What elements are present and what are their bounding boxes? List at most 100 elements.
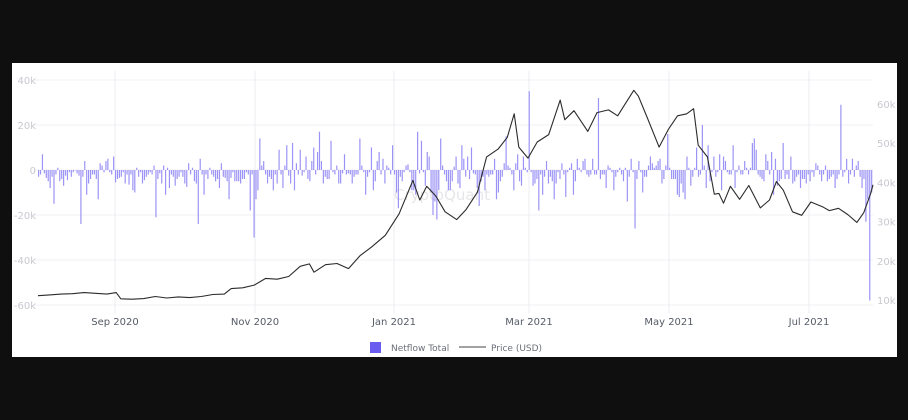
netflow-bar [774, 158, 777, 170]
netflow-bar [505, 136, 507, 170]
netflow-bar [357, 170, 359, 175]
netflow-bar [401, 170, 403, 182]
netflow-bar [139, 170, 142, 173]
netflow-bar [184, 170, 186, 184]
netflow-bar [846, 158, 848, 170]
netflow-bar [193, 170, 196, 182]
netflow-bar [341, 170, 344, 174]
netflow-bar [670, 170, 673, 179]
netflow-bar [388, 167, 390, 170]
netflow-bar [226, 170, 228, 182]
netflow-bar [619, 167, 621, 170]
netflow-bar [313, 147, 315, 170]
netflow-bar [424, 170, 426, 186]
netflow-bar [561, 163, 563, 170]
y-right-tick: 20k [877, 257, 896, 268]
netflow-bar [411, 170, 413, 191]
netflow-bar [661, 170, 663, 184]
netflow-bar [316, 152, 319, 170]
x-tick: Jul 2021 [788, 317, 830, 328]
netflow-bar [343, 154, 346, 170]
netflow-bar [624, 167, 626, 170]
netflow-bar [89, 170, 92, 179]
netflow-bar [207, 170, 209, 179]
netflow-bar [178, 170, 180, 177]
y-right-tick: 10k [877, 296, 896, 307]
netflow-bar [634, 170, 636, 229]
netflow-bar [265, 170, 267, 175]
netflow-bar [213, 170, 215, 177]
netflow-bar [763, 170, 765, 182]
netflow-legend-swatch[interactable] [370, 342, 381, 353]
netflow-bar [103, 170, 105, 173]
netflow-bar [332, 170, 334, 173]
netflow-bar [630, 158, 632, 170]
netflow-bar [147, 170, 149, 175]
netflow-bar [819, 170, 821, 175]
netflow-bar [320, 161, 323, 170]
netflow-bar [742, 170, 744, 175]
netflow-bar [97, 170, 99, 200]
netflow-bar [717, 170, 719, 173]
netflow-bar [168, 170, 171, 188]
netflow-bar [549, 170, 551, 177]
netflow-bar [445, 170, 448, 182]
netflow-bar [767, 161, 769, 170]
netflow-bar [861, 170, 863, 188]
netflow-bar [426, 152, 428, 170]
netflow-bar [699, 170, 702, 175]
netflow-bar [836, 170, 838, 179]
y-right-tick: 30k [877, 218, 896, 229]
netflow-bar [703, 165, 705, 170]
y-axis-left: 40k 20k 0 -20k -40k -60k [14, 76, 36, 312]
netflow-bar [684, 170, 686, 200]
netflow-bar [638, 161, 640, 170]
netflow-bar [719, 154, 721, 170]
netflow-bar [707, 145, 709, 170]
netflow-bar [590, 170, 592, 175]
netflow-bar [826, 170, 829, 182]
netflow-bar [601, 170, 603, 175]
netflow-bar [428, 156, 430, 170]
netflow-bar [268, 170, 271, 177]
y-left-tick: -60k [14, 301, 36, 312]
netflow-bar [790, 156, 792, 170]
netflow-bar [803, 170, 805, 179]
netflow-bar [243, 170, 246, 179]
netflow-bar [669, 167, 671, 170]
netflow-bar [842, 170, 844, 177]
netflow-bar [515, 163, 517, 170]
netflow-bar [851, 158, 854, 170]
netflow-bar [166, 167, 169, 170]
netflow-bar [776, 170, 778, 186]
netflow-bar [822, 170, 825, 175]
x-tick: May 2021 [644, 317, 693, 328]
netflow-bar [461, 145, 463, 170]
netflow-bar [659, 158, 661, 170]
netflow-bar [570, 163, 573, 170]
netflow-bar [334, 170, 336, 175]
netflow-bar [430, 170, 432, 193]
netflow-bar [261, 165, 263, 170]
netflow-bar [397, 170, 399, 209]
y-left-tick: -40k [14, 256, 36, 267]
netflow-legend-label[interactable]: Netflow Total [391, 344, 449, 354]
netflow-bar [245, 170, 247, 173]
netflow-bar [692, 170, 694, 177]
price-legend-label[interactable]: Price (USD) [491, 344, 542, 354]
netflow-bar [376, 161, 378, 170]
netflow-bar [251, 170, 253, 175]
netflow-bar [765, 154, 767, 170]
netflow-bar [59, 170, 61, 182]
netflow-bar [522, 156, 525, 170]
netflow-bar [580, 170, 582, 173]
netflow-bar [76, 170, 78, 174]
netflow-bar [259, 138, 261, 170]
netflow-bar [613, 170, 615, 191]
legend[interactable]: Netflow Total Price (USD) [370, 342, 542, 354]
y-left-tick: 0 [30, 166, 36, 177]
netflow-bar [68, 170, 70, 173]
netflow-bar [759, 170, 761, 177]
netflow-bar [420, 140, 423, 170]
netflow-bar [82, 170, 84, 177]
